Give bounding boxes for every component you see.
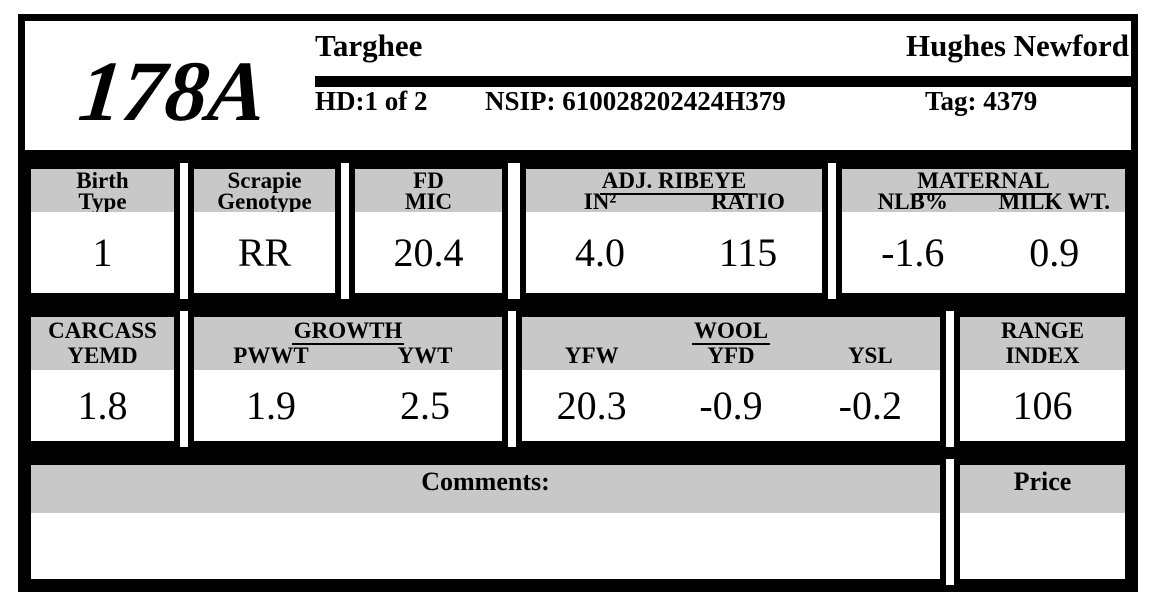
comments-label: Comments:	[31, 465, 940, 513]
wool-yfd-value: -0.9	[699, 383, 763, 428]
tag-number: Tag: 4379	[925, 86, 1038, 116]
comments-blank-area	[31, 513, 940, 579]
adj-ribeye-ratio-value: 115	[718, 230, 778, 275]
growth-pwwt-value: 1.9	[246, 383, 296, 428]
maternal-nlb-label: NLB%	[877, 189, 948, 212]
wool-yfw-value: 20.3	[556, 383, 627, 428]
adj-ribeye-values: 4.0 115	[526, 212, 822, 293]
adj-ribeye-ratio-label: RATIO	[711, 189, 785, 212]
owner-name: Hughes Newford	[905, 28, 1129, 63]
fd-mic-value: 20.4	[393, 230, 464, 275]
header-id-line: HD:1 of 2 NSIP: 610028202424H379 Tag: 43…	[315, 85, 1131, 117]
adj-ribeye-in2-value: 4.0	[575, 230, 625, 275]
adj-ribeye-in2-label: IN²	[583, 189, 617, 212]
adj-ribeye-subheaders: IN² RATIO	[526, 189, 822, 212]
animal-id: 178A	[74, 43, 272, 139]
wool-header: WOOL YFW YFD YSL	[522, 317, 940, 370]
wool-yfd-label: YFD	[707, 343, 755, 368]
growth-group-label: GROWTH	[291, 318, 405, 345]
maternal-group-label: MATERNAL	[915, 169, 1052, 195]
adj-ribeye-group-label: ADJ. RIBEYE	[599, 169, 749, 195]
birth-type-cell: Birth Type 1	[25, 163, 180, 299]
adj-ribeye-header: ADJ. RIBEYE IN² RATIO	[526, 169, 822, 212]
wool-subheaders: YFW YFD YSL	[522, 343, 940, 368]
wool-ysl-value: -0.2	[838, 383, 902, 428]
price-label: Price	[960, 465, 1125, 513]
wool-values: 20.3 -0.9 -0.2	[522, 370, 940, 441]
maternal-values: -1.6 0.9	[842, 212, 1125, 293]
growth-header: GROWTH PWWT YWT	[194, 317, 502, 370]
price-blank-area	[960, 513, 1125, 579]
wool-yfw-label: YFW	[564, 343, 619, 368]
comments-cell: Comments:	[25, 459, 946, 585]
range-index-label: RANGE INDEX	[960, 317, 1125, 370]
carcass-yemd-value: 1.8	[77, 383, 128, 428]
scrapie-genotype-label: Scrapie Genotype	[194, 169, 335, 212]
nsip-number: NSIP: 610028202424H379	[485, 86, 786, 116]
maternal-milkwt-label: MILK WT.	[998, 189, 1111, 212]
maternal-nlb-value: -1.6	[881, 230, 945, 275]
growth-ywt-label: YWT	[397, 343, 453, 368]
growth-values: 1.9 2.5	[194, 370, 502, 441]
growth-ywt-value: 2.5	[400, 383, 450, 428]
growth-cell: GROWTH PWWT YWT 1.9 2.5	[188, 311, 508, 447]
scrapie-genotype-cell: Scrapie Genotype RR	[188, 163, 341, 299]
fd-mic-cell: FD MIC 20.4	[349, 163, 508, 299]
carcass-yemd-cell: CARCASS YEMD 1.8	[25, 311, 180, 447]
maternal-milkwt-value: 0.9	[1029, 230, 1080, 275]
birth-type-label: Birth Type	[31, 169, 174, 212]
maternal-subheaders: NLB% MILK WT.	[842, 189, 1125, 212]
sale-card: 178A Targhee Hughes Newford HD:1 of 2 NS…	[18, 14, 1138, 592]
wool-cell: WOOL YFW YFD YSL 20.3 -0.9 -0.2	[516, 311, 946, 447]
maternal-cell: MATERNAL NLB% MILK WT. -1.6 0.9	[836, 163, 1131, 299]
price-cell: Price	[954, 459, 1131, 585]
fd-mic-label: FD MIC	[355, 169, 502, 212]
divider-row1-row2	[25, 299, 1131, 311]
divider-row2-bottom	[25, 447, 1131, 459]
growth-subheaders: PWWT YWT	[194, 343, 502, 368]
header-divider	[315, 76, 1131, 87]
range-index-value: 106	[1012, 383, 1073, 428]
growth-pwwt-label: PWWT	[233, 343, 309, 368]
range-index-cell: RANGE INDEX 106	[954, 311, 1131, 447]
carcass-yemd-label: CARCASS YEMD	[31, 317, 174, 370]
scrapie-genotype-value: RR	[237, 230, 292, 275]
wool-ysl-label: YSL	[847, 343, 893, 368]
divider-header-row1	[25, 150, 1131, 163]
breed-name: Targhee	[315, 28, 423, 63]
maternal-header: MATERNAL NLB% MILK WT.	[842, 169, 1125, 212]
wool-group-label: WOOL	[691, 318, 771, 345]
birth-type-value: 1	[92, 230, 113, 275]
adj-ribeye-cell: ADJ. RIBEYE IN² RATIO 4.0 115	[520, 163, 828, 299]
hd-count: HD:1 of 2	[315, 86, 428, 116]
